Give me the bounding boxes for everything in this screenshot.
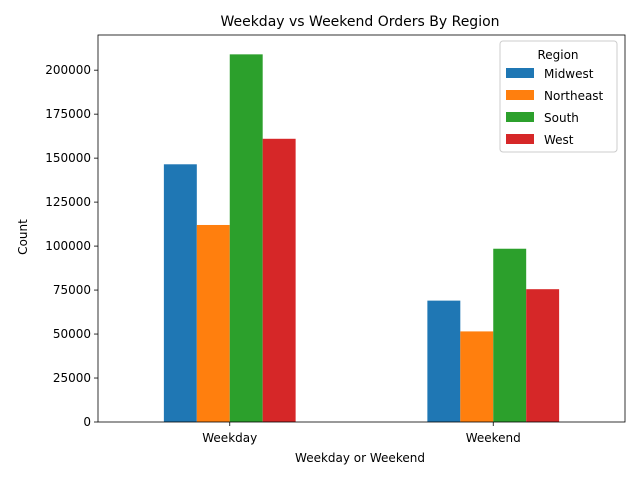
x-axis: Weekday Weekend	[202, 422, 521, 445]
y-tick-label: 200000	[45, 63, 91, 77]
bar-south-weekday	[229, 54, 263, 422]
legend-label-midwest: Midwest	[544, 67, 594, 81]
legend: Region Midwest Northeast South West	[499, 40, 618, 153]
legend-swatch-northeast	[506, 90, 534, 100]
y-tick-label: 150000	[45, 151, 91, 165]
legend-label-south: South	[544, 111, 579, 125]
x-axis-label: Weekday or Weekend	[295, 451, 425, 465]
y-tick-label: 75000	[53, 283, 91, 297]
legend-swatch-south	[506, 112, 534, 122]
legend-title: Region	[537, 48, 578, 62]
bar-west-weekend	[526, 289, 560, 422]
y-tick-label: 0	[83, 415, 91, 429]
y-tick-label: 175000	[45, 107, 91, 121]
y-axis-label: Count	[16, 219, 30, 255]
bar-west-weekday	[262, 138, 296, 422]
legend-label-west: West	[544, 133, 574, 147]
y-tick-label: 100000	[45, 239, 91, 253]
bar-northeast-weekday	[196, 224, 230, 422]
plot-frame	[97, 34, 626, 423]
bar-midwest-weekend	[427, 300, 461, 422]
x-tick-label: Weekend	[466, 431, 521, 445]
legend-swatch-midwest	[506, 68, 534, 78]
legend-label-northeast: Northeast	[544, 89, 604, 103]
y-tick-label: 125000	[45, 195, 91, 209]
y-tick-label: 50000	[53, 327, 91, 341]
y-axis: 0 25000 50000 75000 100000 125000 150000 175000…	[45, 63, 98, 429]
legend-swatch-west	[506, 134, 534, 144]
chart-title: Weekday vs Weekend Orders By Region	[220, 14, 499, 30]
bars-group	[163, 54, 560, 422]
bar-northeast-weekend	[460, 331, 494, 422]
x-tick-label: Weekday	[202, 431, 257, 445]
bar-south-weekend	[493, 248, 527, 422]
y-tick-label: 25000	[53, 371, 91, 385]
bar-midwest-weekday	[163, 164, 197, 422]
